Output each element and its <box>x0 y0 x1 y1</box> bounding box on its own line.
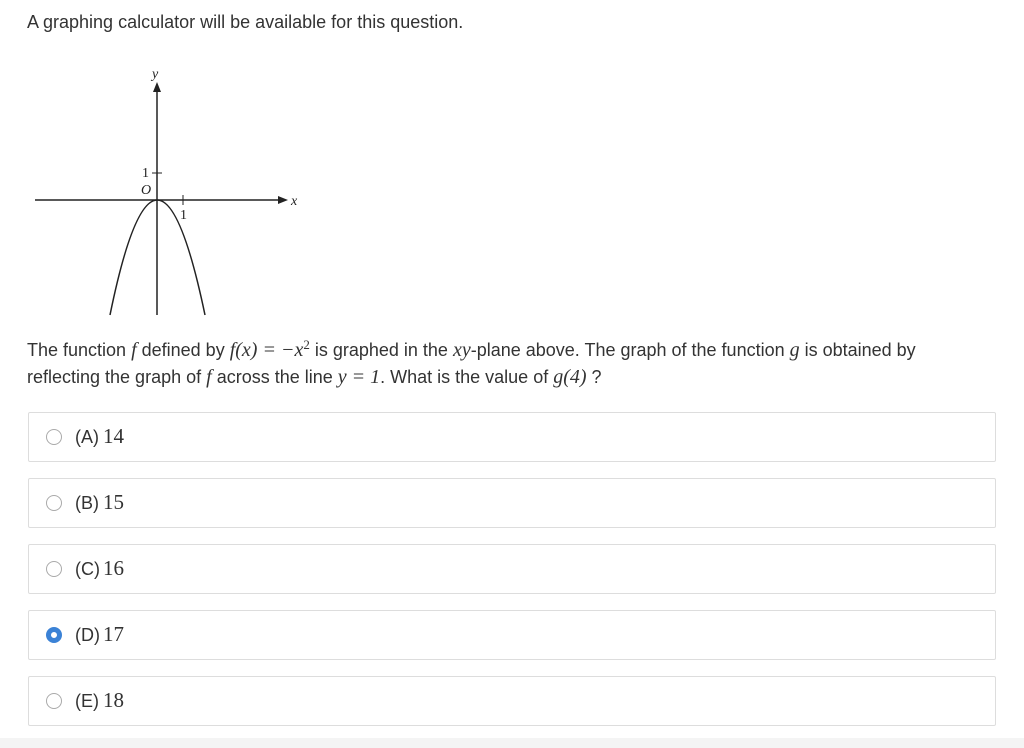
option-letter: (E) <box>75 691 99 711</box>
option-letter: (B) <box>75 493 99 513</box>
question-text: is obtained by reflecting the graph of <box>27 340 916 387</box>
math-text: f <box>131 339 137 361</box>
option-value: 14 <box>103 424 124 448</box>
question-text: across the line <box>211 367 338 387</box>
option-letter: (A) <box>75 427 99 447</box>
option-value: 18 <box>103 688 124 712</box>
radio-button[interactable] <box>46 627 62 643</box>
option-value: 17 <box>103 622 124 646</box>
y-tick-label: 1 <box>142 166 149 181</box>
math-text: y = 1 <box>337 366 381 388</box>
radio-button[interactable] <box>46 561 62 577</box>
question: The function f defined by f(x) = −x2 is … <box>27 331 967 391</box>
answer-option[interactable]: (D) 17 <box>28 610 996 660</box>
option-letter: (C) <box>75 559 100 579</box>
math-text: xy <box>452 339 471 361</box>
x-tick-label: 1 <box>180 208 187 223</box>
answer-option[interactable]: (B) 15 <box>28 478 996 528</box>
origin-label: O <box>141 183 151 198</box>
option-value: 16 <box>103 556 124 580</box>
question-text: ? <box>586 367 602 387</box>
math-text: f(x) = −x <box>229 339 304 361</box>
math-text: f <box>206 366 212 388</box>
x-arrow <box>278 196 288 204</box>
y-axis-label: y <box>150 67 159 82</box>
y-arrow <box>153 82 161 92</box>
answer-option[interactable]: (C) 16 <box>28 544 996 594</box>
option-letter: (D) <box>75 625 100 645</box>
answer-option[interactable]: (A) 14 <box>28 412 996 462</box>
question-text: . What is the value of <box>380 367 554 387</box>
radio-button[interactable] <box>46 495 62 511</box>
option-value: 15 <box>103 490 124 514</box>
question-text: is graphed in the <box>309 340 453 360</box>
question-text: -plane above. The graph of the function <box>470 340 790 360</box>
math-text: g(4) <box>553 366 587 388</box>
x-axis-label: x <box>290 194 298 209</box>
notice: A graphing calculator will be available … <box>27 12 464 32</box>
footer-strip <box>0 738 1024 748</box>
radio-button[interactable] <box>46 429 62 445</box>
math-text: g <box>789 339 800 361</box>
question-text: The function <box>27 340 132 360</box>
answer-option[interactable]: (E) 18 <box>28 676 996 726</box>
question-text: defined by <box>136 340 230 360</box>
parabola <box>109 199 206 316</box>
graph: y x 1 O 1 <box>35 67 298 316</box>
superscript: 2 <box>303 337 310 352</box>
radio-button[interactable] <box>46 693 62 709</box>
